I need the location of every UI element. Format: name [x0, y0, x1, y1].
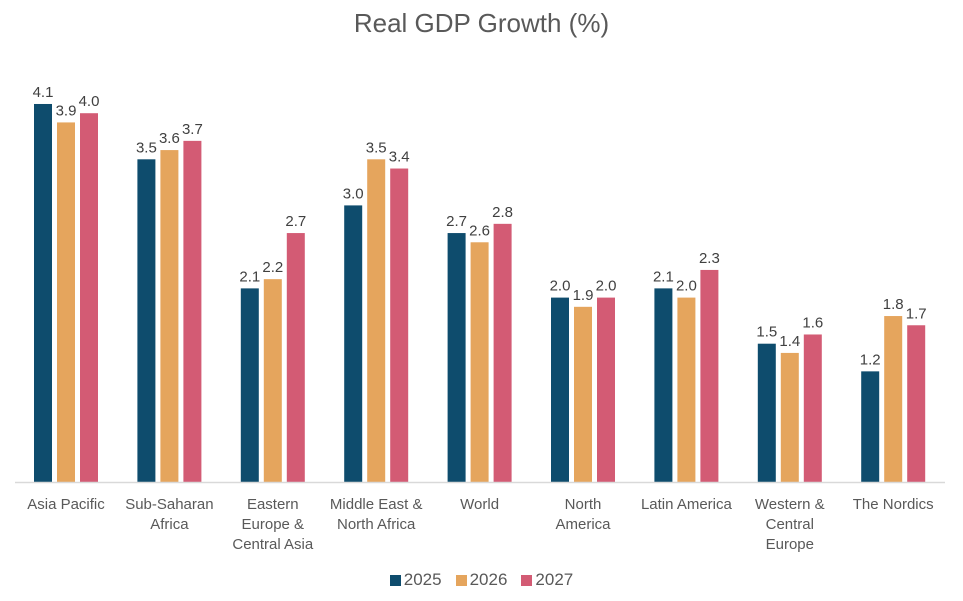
- data-label-2027-1: 3.7: [182, 121, 203, 138]
- bar-2025-2: [240, 288, 259, 482]
- legend-swatch: [455, 574, 467, 586]
- data-label-2025-1: 3.5: [136, 139, 157, 156]
- category-label-0: Asia Pacific: [27, 496, 105, 513]
- bar-2027-2: [286, 233, 305, 482]
- data-label-2027-0: 4.0: [79, 93, 100, 110]
- bar-2027-8: [907, 325, 926, 482]
- category-label-3: Middle East & North Africa: [330, 496, 423, 533]
- data-label-2027-7: 1.6: [802, 314, 823, 331]
- data-label-2026-0: 3.9: [56, 102, 77, 119]
- chart-title: Real GDP Growth (%): [353, 8, 610, 38]
- category-label-5: North America: [555, 496, 611, 533]
- category-label-line: Central: [766, 516, 814, 533]
- data-label-2025-4: 2.7: [446, 213, 467, 230]
- category-label-1: Sub-Saharan Africa: [125, 496, 213, 533]
- legend-label: 2027: [535, 570, 574, 589]
- category-label-8: The Nordics: [853, 496, 934, 513]
- data-label-2027-4: 2.8: [492, 204, 513, 221]
- bar-2025-3: [344, 205, 363, 482]
- legend-item-2027: 2027: [521, 570, 573, 590]
- category-label-line: World: [460, 496, 499, 513]
- bar-2026-0: [57, 122, 75, 483]
- bar-2025-5: [551, 297, 569, 482]
- data-label-2027-5: 2.0: [596, 278, 617, 295]
- category-label-line: The Nordics: [853, 496, 934, 513]
- data-label-2025-0: 4.1: [33, 84, 54, 101]
- bar-2026-8: [884, 316, 903, 482]
- bar-2025-7: [757, 343, 776, 482]
- bar-2025-0: [34, 103, 52, 482]
- data-label-2026-8: 1.8: [883, 296, 904, 313]
- data-label-2025-7: 1.5: [756, 324, 777, 341]
- category-label-line: North Africa: [337, 516, 416, 533]
- legend: 2025 2026 2027: [0, 570, 963, 590]
- data-label-2027-2: 2.7: [285, 213, 306, 230]
- legend-swatch: [521, 574, 533, 586]
- category-label-line: Eastern: [247, 496, 299, 513]
- category-label-line: Africa: [150, 516, 189, 533]
- category-label-6: Latin America: [641, 496, 733, 513]
- category-label-line: North: [565, 496, 602, 513]
- bar-2026-4: [470, 242, 489, 482]
- bar-2026-2: [263, 279, 282, 482]
- bar-2025-4: [447, 233, 466, 482]
- data-label-2026-5: 1.9: [573, 287, 594, 304]
- category-label-2: Eastern Europe & Central Asia: [232, 496, 314, 553]
- data-label-2025-6: 2.1: [653, 268, 674, 285]
- data-label-2026-6: 2.0: [676, 278, 697, 295]
- bar-2027-0: [80, 113, 98, 482]
- category-label-line: Middle East &: [330, 496, 423, 513]
- bar-2027-4: [493, 223, 512, 482]
- bar-2027-1: [183, 140, 202, 483]
- data-label-2027-8: 1.7: [906, 305, 927, 322]
- legend-swatch: [389, 574, 401, 586]
- data-label-2025-8: 1.2: [860, 351, 881, 368]
- data-labels-group: 4.13.94.03.53.63.72.12.22.73.03.53.42.72…: [33, 84, 927, 368]
- bar-2025-6: [654, 288, 673, 482]
- category-label-line: America: [555, 516, 611, 533]
- bar-2025-1: [137, 159, 156, 483]
- category-label-line: Sub-Saharan: [125, 496, 213, 513]
- bar-2026-5: [574, 306, 592, 482]
- bar-2026-6: [677, 297, 696, 482]
- data-label-2025-2: 2.1: [239, 268, 260, 285]
- bar-2027-3: [390, 168, 409, 482]
- category-label-line: Latin America: [641, 496, 733, 513]
- legend-label: 2026: [469, 570, 508, 589]
- category-label-7: Western & Central Europe: [755, 496, 825, 553]
- legend-item-2026: 2026: [455, 570, 508, 590]
- data-label-2025-5: 2.0: [550, 278, 571, 295]
- data-label-2026-1: 3.6: [159, 130, 180, 147]
- category-label-line: Asia Pacific: [27, 496, 105, 513]
- data-label-2026-7: 1.4: [779, 333, 800, 350]
- data-label-2027-6: 2.3: [699, 250, 720, 267]
- bar-2027-5: [597, 297, 615, 482]
- data-label-2026-4: 2.6: [469, 222, 490, 239]
- data-label-2026-3: 3.5: [366, 139, 387, 156]
- data-label-2026-2: 2.2: [262, 259, 283, 276]
- bar-2026-7: [780, 352, 799, 482]
- bar-2027-7: [803, 334, 822, 482]
- category-label-4: World: [460, 496, 499, 513]
- category-labels-group: Asia Pacific Sub-Saharan Africa Eastern Euro…: [27, 496, 933, 553]
- bar-2026-3: [367, 159, 386, 483]
- category-label-line: Europe: [766, 536, 814, 553]
- bar-2027-6: [700, 269, 719, 482]
- data-label-2027-3: 3.4: [389, 149, 410, 166]
- legend-item-2025: 2025: [389, 570, 442, 590]
- bars-group: [34, 103, 926, 483]
- category-label-line: Europe &: [242, 516, 305, 533]
- data-label-2025-3: 3.0: [343, 185, 364, 202]
- bar-2026-1: [160, 150, 179, 482]
- category-label-line: Central Asia: [232, 536, 314, 553]
- bar-2025-8: [861, 371, 880, 482]
- category-label-line: Western &: [755, 496, 825, 513]
- legend-label: 2025: [403, 570, 442, 589]
